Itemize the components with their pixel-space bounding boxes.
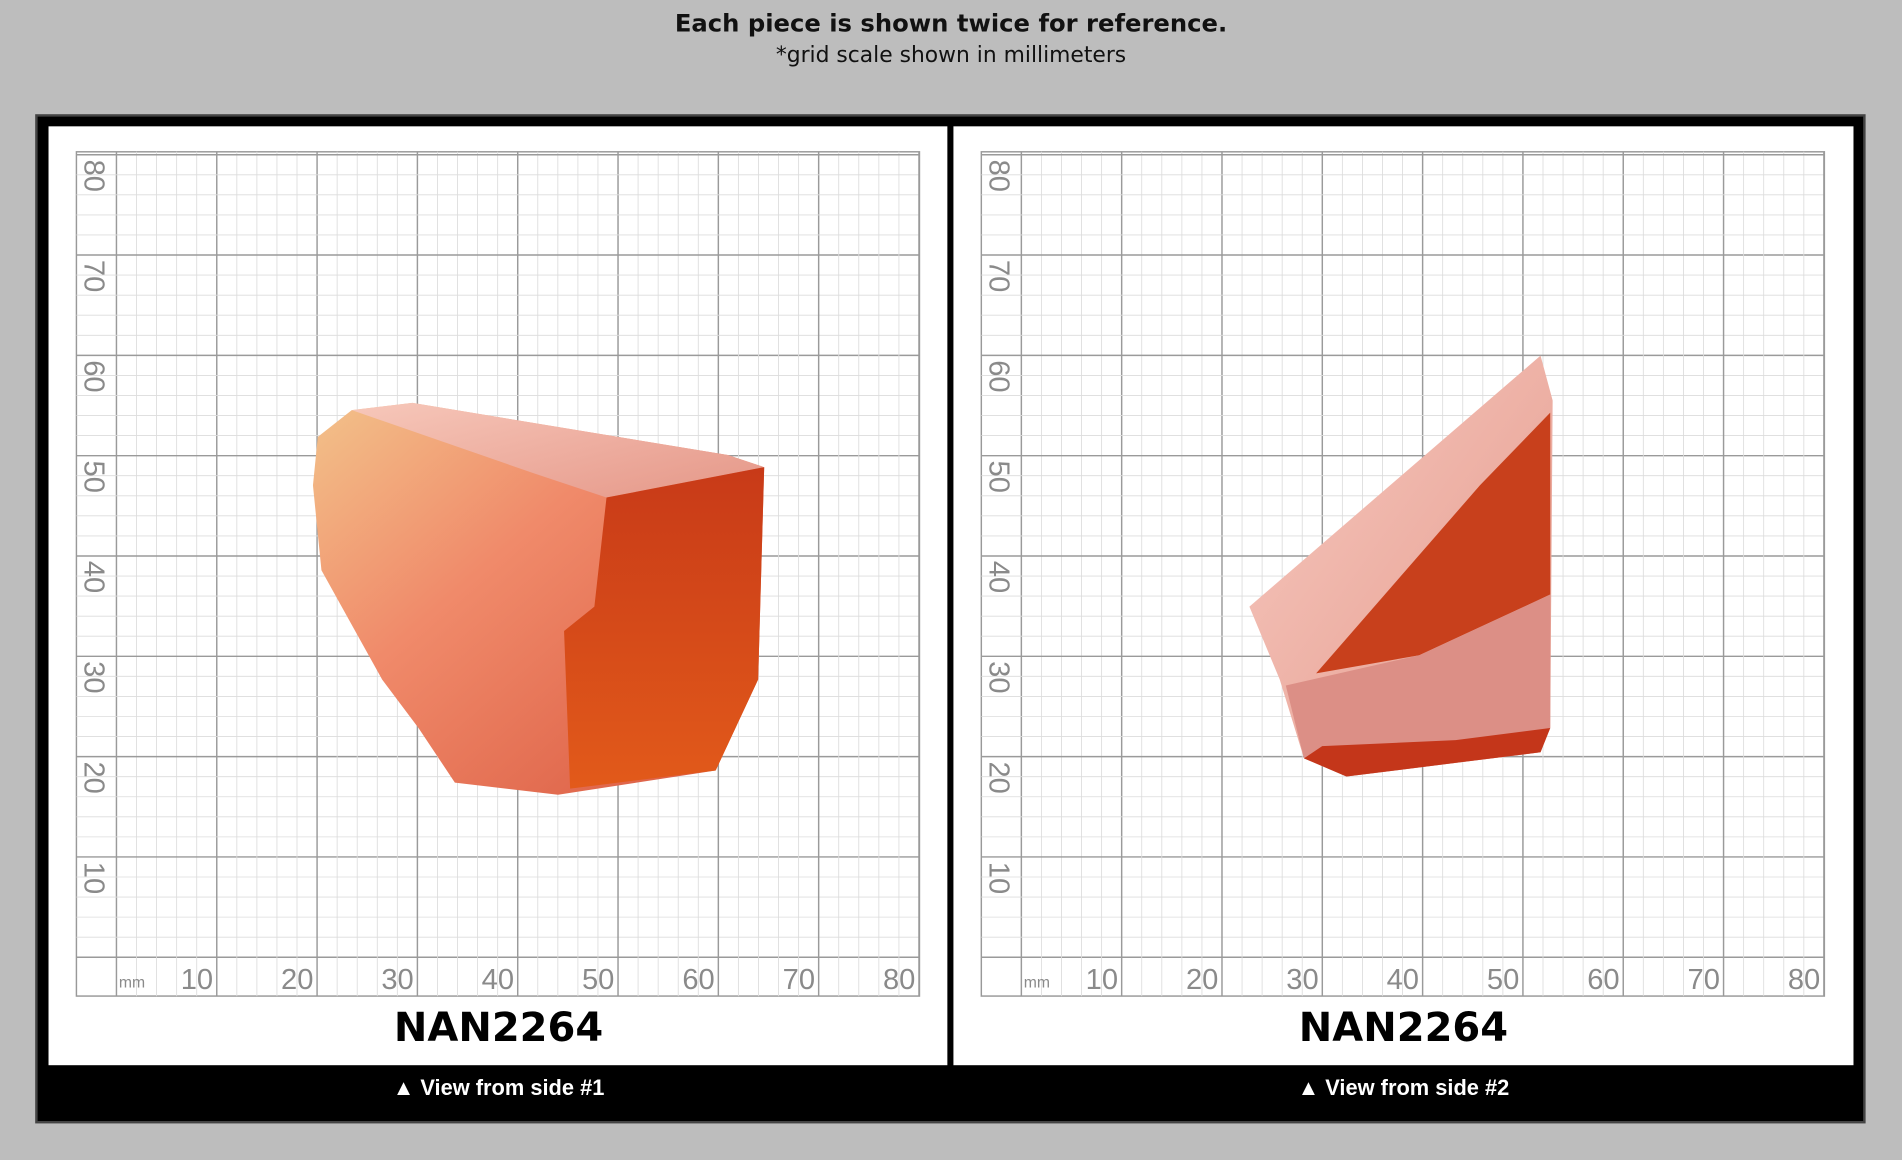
unit-label: mm bbox=[1024, 975, 1050, 992]
x-scale-label: 40 bbox=[482, 964, 514, 996]
stone-2 bbox=[1249, 355, 1553, 777]
y-scale-label: 30 bbox=[78, 661, 110, 693]
y-scale-label: 30 bbox=[982, 661, 1014, 693]
x-scale-label: 60 bbox=[682, 964, 714, 996]
y-scale-label: 60 bbox=[78, 360, 110, 392]
facet bbox=[351, 402, 765, 498]
x-scale-label: 10 bbox=[1086, 964, 1118, 996]
facet bbox=[1303, 727, 1551, 777]
x-scale-label: 20 bbox=[281, 964, 313, 996]
x-scale-label: 60 bbox=[1587, 964, 1619, 996]
facet bbox=[1285, 594, 1551, 777]
item-code: NAN2264 bbox=[1299, 1005, 1508, 1051]
y-scale-label: 70 bbox=[982, 260, 1014, 292]
y-scale-label: 60 bbox=[982, 360, 1014, 392]
stone-1 bbox=[312, 402, 765, 795]
x-scale-label: 50 bbox=[582, 964, 614, 996]
y-scale-label: 20 bbox=[78, 761, 110, 793]
unit-label: mm bbox=[119, 975, 145, 992]
x-scale-label: 20 bbox=[1186, 964, 1218, 996]
y-scale-label: 10 bbox=[982, 862, 1014, 894]
y-scale-label: 50 bbox=[982, 461, 1014, 493]
x-scale-label: 10 bbox=[181, 964, 213, 996]
x-scale-label: 40 bbox=[1387, 964, 1419, 996]
view-caption: ▲ View from side #1 bbox=[393, 1075, 605, 1100]
subtitle: *grid scale shown in millimeters bbox=[776, 43, 1126, 68]
facet bbox=[1316, 412, 1551, 674]
y-scale-label: 20 bbox=[982, 761, 1014, 793]
y-scale-label: 40 bbox=[982, 561, 1014, 593]
y-scale-label: 70 bbox=[78, 260, 110, 292]
x-scale-label: 80 bbox=[1788, 964, 1820, 996]
y-scale-label: 10 bbox=[78, 862, 110, 894]
facet bbox=[564, 467, 765, 789]
x-scale-label: 70 bbox=[783, 964, 815, 996]
x-scale-label: 80 bbox=[883, 964, 915, 996]
view-caption: ▲ View from side #2 bbox=[1298, 1075, 1510, 1100]
x-scale-label: 50 bbox=[1487, 964, 1519, 996]
y-scale-label: 80 bbox=[78, 160, 110, 192]
title: Each piece is shown twice for reference. bbox=[675, 8, 1227, 37]
x-scale-label: 30 bbox=[1286, 964, 1318, 996]
labels: mm 10 20 30 40 50 60 70 80 10 20 30 40 50 60 70 80 NAN226… bbox=[78, 160, 1821, 1101]
item-code: NAN2264 bbox=[394, 1005, 603, 1051]
x-scale-label: 70 bbox=[1688, 964, 1720, 996]
x-scale-label: 30 bbox=[381, 964, 413, 996]
y-scale-label: 40 bbox=[78, 561, 110, 593]
y-scale-label: 80 bbox=[982, 160, 1014, 192]
y-scale-label: 50 bbox=[78, 461, 110, 493]
